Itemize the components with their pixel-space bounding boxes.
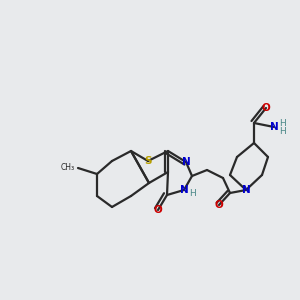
Text: O: O bbox=[262, 103, 270, 113]
Text: O: O bbox=[214, 200, 224, 210]
Text: H: H bbox=[280, 119, 286, 128]
Text: CH₃: CH₃ bbox=[61, 164, 75, 172]
Text: N: N bbox=[182, 157, 190, 167]
Text: O: O bbox=[154, 205, 162, 215]
Text: N: N bbox=[270, 122, 278, 132]
Text: H: H bbox=[189, 188, 195, 197]
Text: H: H bbox=[280, 128, 286, 136]
Text: N: N bbox=[242, 185, 250, 195]
Text: S: S bbox=[144, 156, 152, 166]
Text: N: N bbox=[180, 185, 188, 195]
